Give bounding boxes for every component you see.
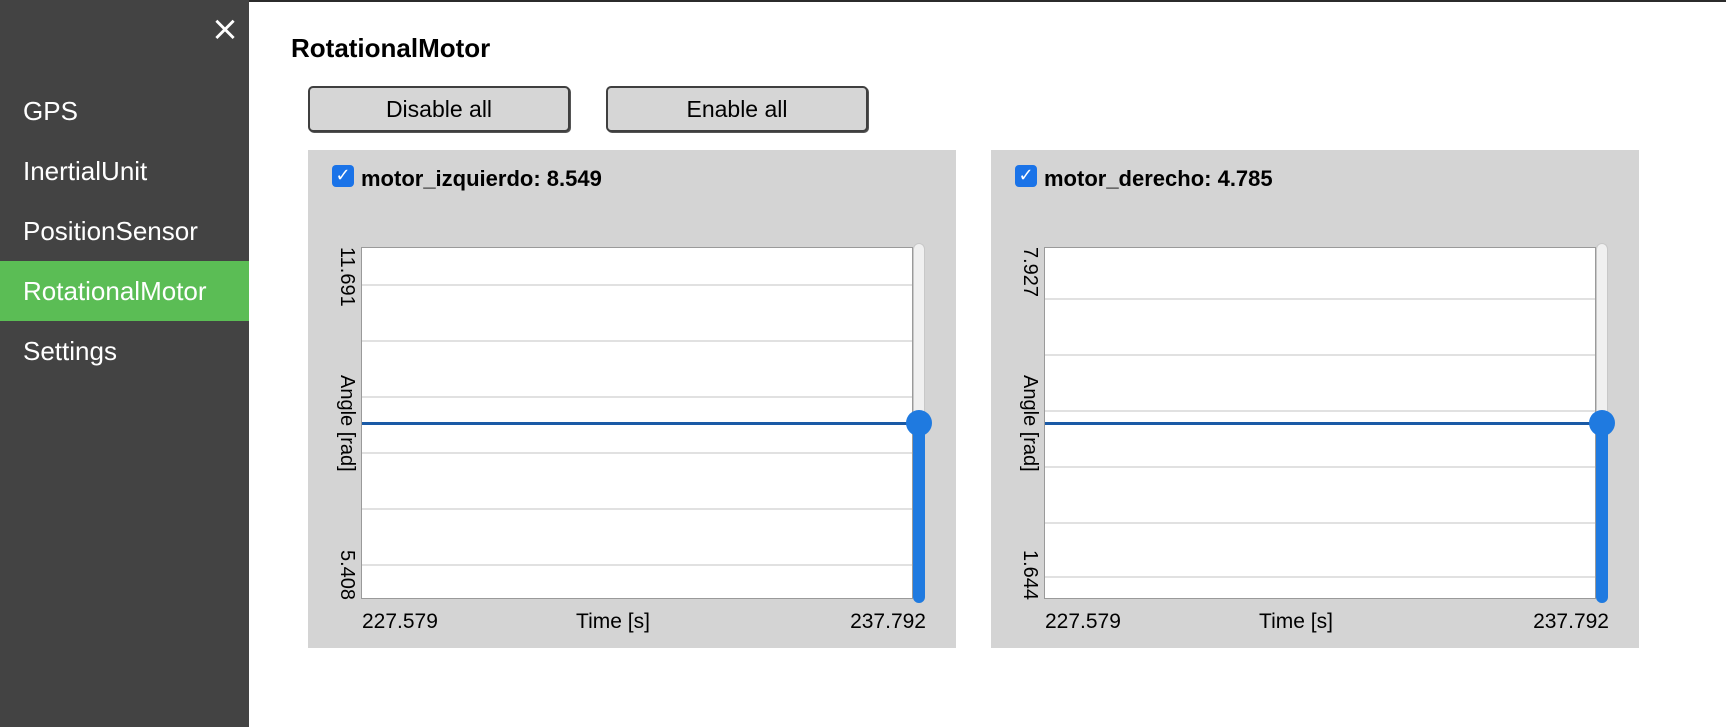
y-max-label: 7.927 <box>1019 247 1041 298</box>
grid-line <box>1045 410 1595 412</box>
y-min-label: 5.408 <box>336 549 358 600</box>
enable-all-button[interactable]: Enable all <box>606 86 868 132</box>
motor-enable-checkbox[interactable]: ✓ <box>1015 165 1037 187</box>
x-max-label: 237.792 <box>1533 610 1609 633</box>
sidebar: × GPS InertialUnit PositionSensor Rotati… <box>0 0 249 727</box>
grid-line <box>1045 522 1595 524</box>
grid-line <box>362 340 912 342</box>
grid-line <box>1045 354 1595 356</box>
position-slider-thumb[interactable] <box>1589 410 1615 436</box>
data-line <box>1045 422 1595 425</box>
sidebar-item-settings[interactable]: Settings <box>23 336 117 366</box>
grid-line <box>1045 576 1595 578</box>
disable-all-button[interactable]: Disable all <box>308 86 570 132</box>
x-max-label: 237.792 <box>850 610 926 633</box>
grid-line <box>362 564 912 566</box>
motor-panel-izquierdo: ✓ motor_izquierdo: 8.549 11.691 Angle [r… <box>308 150 956 648</box>
grid-line <box>362 284 912 286</box>
y-axis-label: Angle [rad] <box>1019 374 1041 472</box>
motor-label: motor_izquierdo: 8.549 <box>361 166 602 191</box>
grid-line <box>1045 466 1595 468</box>
sidebar-item-gps[interactable]: GPS <box>23 96 78 126</box>
grid-line <box>362 452 912 454</box>
grid-line <box>1045 298 1595 300</box>
motor-enable-checkbox[interactable]: ✓ <box>332 165 354 187</box>
y-max-label: 11.691 <box>336 247 358 307</box>
position-slider-thumb[interactable] <box>906 410 932 436</box>
plot-area <box>361 247 913 599</box>
sidebar-item-inertialunit[interactable]: InertialUnit <box>23 156 148 186</box>
grid-line <box>362 508 912 510</box>
x-min-label: 227.579 <box>362 610 438 633</box>
position-slider-fill[interactable] <box>1596 423 1608 603</box>
grid-line <box>362 396 912 398</box>
position-slider-fill[interactable] <box>913 423 925 603</box>
y-axis-label: Angle [rad] <box>336 374 358 472</box>
sidebar-item-positionsensor[interactable]: PositionSensor <box>23 216 198 246</box>
data-line <box>362 422 912 425</box>
window-top-border <box>0 0 1726 2</box>
motor-label: motor_derecho: 4.785 <box>1044 166 1273 191</box>
sidebar-nav: GPS InertialUnit PositionSensor Rotation… <box>0 81 249 381</box>
y-min-label: 1.644 <box>1019 549 1041 600</box>
x-min-label: 227.579 <box>1045 610 1121 633</box>
close-icon[interactable]: × <box>210 9 240 49</box>
x-axis-label: Time [s] <box>1259 610 1333 633</box>
x-axis-label: Time [s] <box>576 610 650 633</box>
plot-area <box>1044 247 1596 599</box>
page-title: RotationalMotor <box>291 33 491 63</box>
motor-panel-derecho: ✓ motor_derecho: 4.785 7.927 Angle [rad]… <box>991 150 1639 648</box>
sidebar-item-rotationalmotor[interactable]: RotationalMotor <box>0 261 249 321</box>
